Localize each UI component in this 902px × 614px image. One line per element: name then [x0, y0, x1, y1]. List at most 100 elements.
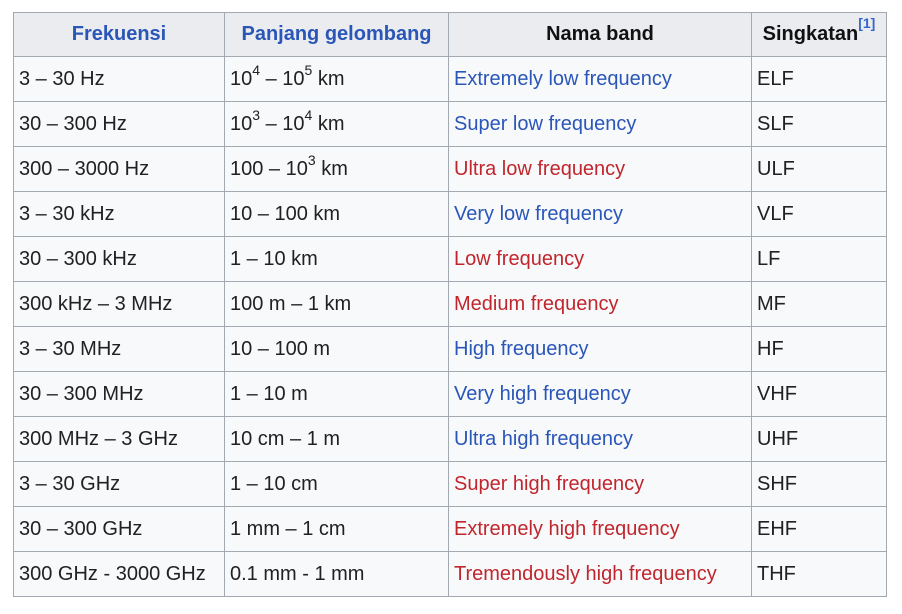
frequency-cell: 30 – 300 GHz [13, 506, 225, 552]
band-name-link[interactable]: Medium frequency [454, 292, 619, 315]
table-row: 3 – 30 Hz 104 – 105 km Extremely low frequ… [13, 56, 887, 102]
band-name-link[interactable]: High frequency [454, 337, 589, 360]
band-name-cell: Medium frequency [448, 281, 752, 327]
wavelength-unit: km [312, 67, 345, 90]
wavelength-cell: 10 cm – 1 m [224, 416, 449, 462]
table-row: 30 – 300 GHz 1 mm – 1 cm Extremely high fr… [13, 506, 887, 552]
table-row: 3 – 30 kHz 10 – 100 km Very low frequency V… [13, 191, 887, 237]
column-header-frequency-label[interactable]: Frekuensi [71, 23, 167, 45]
band-name-link[interactable]: Very low frequency [454, 202, 623, 225]
frequency-cell: 3 – 30 GHz [13, 461, 225, 507]
wavelength-cell: 10 – 100 m [224, 326, 449, 372]
frequency-cell: 30 – 300 MHz [13, 371, 225, 417]
table-row: 30 – 300 Hz 103 – 104 km Super low frequen… [13, 101, 887, 147]
band-name-link[interactable]: Extremely high frequency [454, 517, 680, 540]
wavelength-exponent: 4 [252, 61, 261, 78]
column-header-frequency[interactable]: Frekuensi [13, 12, 225, 57]
table-row: 300 GHz - 3000 GHz 0.1 mm - 1 mm Tremendou… [13, 551, 887, 597]
table-body: 3 – 30 Hz 104 – 105 km Extremely low frequ… [13, 56, 887, 597]
abbreviation-cell: UHF [751, 416, 887, 462]
wavelength-base: 10 [282, 112, 305, 135]
frequency-cell: 3 – 30 Hz [13, 56, 225, 102]
wavelength-separator: – [260, 67, 283, 90]
abbreviation-cell: VLF [751, 191, 887, 237]
band-name-link[interactable]: Extremely low frequency [454, 67, 672, 90]
table-row: 3 – 30 GHz 1 – 10 cm Super high frequency S… [13, 461, 887, 507]
band-name-cell: Very low frequency [448, 191, 752, 237]
frequency-band-table: Frekuensi Panjang gelombang Nama band Si… [13, 12, 887, 597]
band-name-cell: Tremendously high frequency [448, 551, 752, 597]
frequency-cell: 300 – 3000 Hz [13, 146, 225, 192]
table-row: 30 – 300 kHz 1 – 10 km Low frequency LF [13, 236, 887, 282]
abbreviation-cell: LF [751, 236, 887, 282]
wavelength-cell: 1 mm – 1 cm [224, 506, 449, 552]
table-row: 300 kHz – 3 MHz 100 m – 1 km Medium freque… [13, 281, 887, 327]
band-name-cell: Ultra low frequency [448, 146, 752, 192]
wavelength-cell: 1 – 10 cm [224, 461, 449, 507]
wavelength-exponent: 3 [307, 151, 316, 168]
abbreviation-cell: SLF [751, 101, 887, 147]
wavelength-separator: – [260, 112, 283, 135]
table-row: 300 MHz – 3 GHz 10 cm – 1 m Ultra high fre… [13, 416, 887, 462]
table-row: 3 – 30 MHz 10 – 100 m High frequency HF [13, 326, 887, 372]
wavelength-base: 100 – 10 [230, 157, 308, 180]
wavelength-cell: 1 – 10 km [224, 236, 449, 282]
band-name-cell: Extremely low frequency [448, 56, 752, 102]
band-name-cell: Low frequency [448, 236, 752, 282]
band-name-cell: Super low frequency [448, 101, 752, 147]
citation-reference-link[interactable]: [1] [858, 15, 876, 32]
wavelength-cell: 0.1 mm - 1 mm [224, 551, 449, 597]
wavelength-unit: km [315, 157, 348, 180]
column-header-band-name-label: Nama band [546, 23, 654, 45]
abbreviation-cell: VHF [751, 371, 887, 417]
band-name-cell: Very high frequency [448, 371, 752, 417]
band-name-cell: Extremely high frequency [448, 506, 752, 552]
wavelength-cell: 100 m – 1 km [224, 281, 449, 327]
frequency-cell: 30 – 300 kHz [13, 236, 225, 282]
frequency-cell: 300 MHz – 3 GHz [13, 416, 225, 462]
frequency-band-table-container: Frekuensi Panjang gelombang Nama band Si… [13, 12, 887, 597]
band-name-cell: Ultra high frequency [448, 416, 752, 462]
band-name-link[interactable]: Ultra high frequency [454, 427, 633, 450]
abbreviation-cell: THF [751, 551, 887, 597]
frequency-cell: 3 – 30 MHz [13, 326, 225, 372]
column-header-wavelength-label[interactable]: Panjang gelombang [241, 23, 432, 45]
abbreviation-cell: EHF [751, 506, 887, 552]
wavelength-base: 10 [230, 67, 253, 90]
frequency-cell: 300 kHz – 3 MHz [13, 281, 225, 327]
abbreviation-cell: MF [751, 281, 887, 327]
abbreviation-cell: HF [751, 326, 887, 372]
band-name-link[interactable]: Super low frequency [454, 112, 637, 135]
frequency-cell: 300 GHz - 3000 GHz [13, 551, 225, 597]
abbreviation-cell: SHF [751, 461, 887, 507]
wavelength-cell: 1 – 10 m [224, 371, 449, 417]
frequency-cell: 30 – 300 Hz [13, 101, 225, 147]
wavelength-unit: km [312, 112, 345, 135]
band-name-cell: Super high frequency [448, 461, 752, 507]
column-header-band-name: Nama band [448, 12, 752, 57]
table-header-row: Frekuensi Panjang gelombang Nama band Si… [13, 12, 887, 57]
wavelength-base: 10 [230, 112, 253, 135]
frequency-cell: 3 – 30 kHz [13, 191, 225, 237]
wavelength-base: 10 [282, 67, 305, 90]
wavelength-exponent: 4 [304, 106, 313, 123]
wavelength-cell: 10 – 100 km [224, 191, 449, 237]
table-row: 300 – 3000 Hz 100 – 103 km Ultra low frequ… [13, 146, 887, 192]
table-row: 30 – 300 MHz 1 – 10 m Very high frequency V… [13, 371, 887, 417]
band-name-link[interactable]: Super high frequency [454, 472, 645, 495]
column-header-abbreviation: Singkatan[1] [751, 12, 887, 57]
band-name-cell: High frequency [448, 326, 752, 372]
wavelength-exponent: 5 [304, 61, 313, 78]
abbreviation-cell: ULF [751, 146, 887, 192]
column-header-abbreviation-label: Singkatan [762, 23, 859, 45]
abbreviation-cell: ELF [751, 56, 887, 102]
column-header-wavelength[interactable]: Panjang gelombang [224, 12, 449, 57]
wavelength-cell: 104 – 105 km [224, 56, 449, 102]
wavelength-cell: 100 – 103 km [224, 146, 449, 192]
band-name-link[interactable]: Very high frequency [454, 382, 631, 405]
wavelength-cell: 103 – 104 km [224, 101, 449, 147]
band-name-link[interactable]: Low frequency [454, 247, 585, 270]
band-name-link[interactable]: Ultra low frequency [454, 157, 626, 180]
wavelength-exponent: 3 [252, 106, 261, 123]
band-name-link[interactable]: Tremendously high frequency [454, 562, 717, 585]
